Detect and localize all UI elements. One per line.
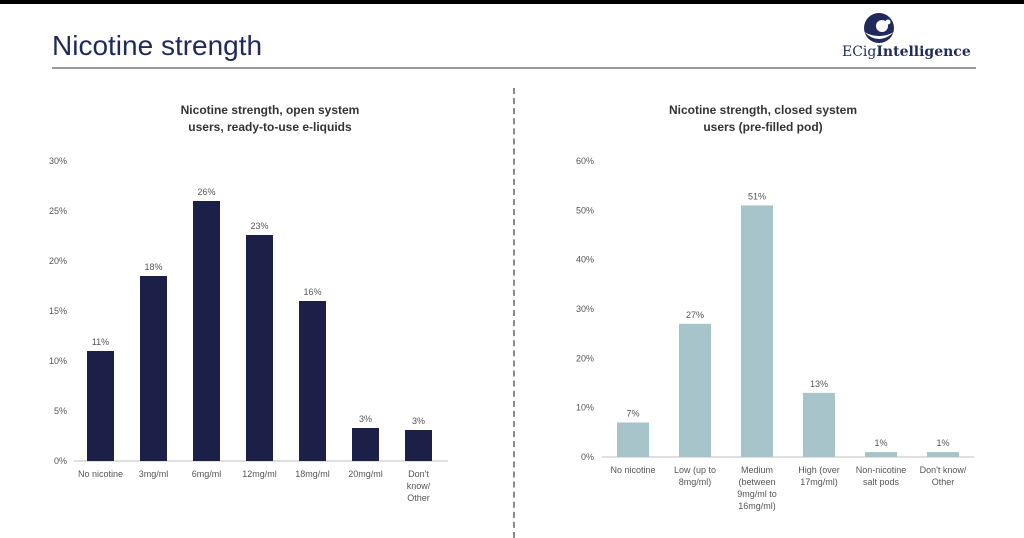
- bar: [352, 428, 379, 461]
- chart-title-line: users (pre-filled pod): [703, 120, 823, 134]
- data-label: 1%: [874, 438, 887, 448]
- y-tick-label: 50%: [576, 205, 594, 215]
- data-label: 1%: [936, 438, 949, 448]
- logo-wordmark: ECigIntelligence: [842, 44, 982, 60]
- data-label: 26%: [197, 187, 215, 197]
- data-label: 23%: [250, 221, 268, 231]
- bar: [803, 392, 835, 457]
- y-tick-label: 20%: [576, 353, 594, 363]
- bar: [617, 422, 649, 457]
- y-tick-label: 15%: [49, 306, 67, 316]
- data-label: 3%: [412, 416, 425, 426]
- data-label: 7%: [626, 408, 639, 418]
- data-label: 3%: [359, 414, 372, 424]
- y-tick-label: 10%: [49, 356, 67, 366]
- y-tick-label: 25%: [49, 206, 67, 216]
- y-tick-label: 30%: [576, 304, 594, 314]
- category-label: 9mg/ml to: [737, 489, 777, 499]
- category-label: Other: [932, 477, 955, 487]
- logo-text-bold: Intelligence: [876, 44, 971, 60]
- logo-emblem-icon: [864, 13, 894, 43]
- data-label: 16%: [303, 287, 321, 297]
- category-label: 20mg/ml: [348, 469, 383, 479]
- data-label: 13%: [810, 379, 828, 389]
- chart-title-line: users, ready-to-use e-liquids: [188, 120, 352, 134]
- top-border: [0, 0, 1024, 4]
- data-label: 18%: [144, 262, 162, 272]
- bar: [299, 301, 326, 461]
- bar: [405, 430, 432, 461]
- category-label: Low (up to: [674, 465, 716, 475]
- bar: [679, 323, 711, 457]
- category-label: Don't know/: [920, 465, 967, 475]
- category-label: 17mg/ml): [800, 477, 838, 487]
- bar: [140, 276, 167, 461]
- y-tick-label: 20%: [49, 256, 67, 266]
- category-label: 12mg/ml: [242, 469, 277, 479]
- logo-text-regular: ECig: [842, 44, 877, 60]
- category-label: No nicotine: [610, 465, 655, 475]
- bar: [865, 452, 897, 457]
- category-label: 8mg/ml): [679, 477, 712, 487]
- y-tick-label: 30%: [49, 156, 67, 166]
- chart-title-line: Nicotine strength, open system: [180, 103, 360, 117]
- category-label: (between: [738, 477, 775, 487]
- page-title: Nicotine strength: [52, 30, 263, 61]
- bar: [193, 201, 220, 461]
- category-label: 16mg/ml): [738, 501, 776, 511]
- bar: [246, 235, 273, 461]
- category-label: Medium: [741, 465, 773, 475]
- category-label: salt pods: [863, 477, 900, 487]
- category-label: Don't: [408, 469, 429, 479]
- y-tick-label: 40%: [576, 255, 594, 265]
- category-label: No nicotine: [78, 469, 123, 479]
- category-label: know/: [407, 481, 431, 491]
- title-rule: [52, 67, 976, 69]
- category-label: Other: [407, 493, 430, 503]
- category-label: High (over: [798, 465, 840, 475]
- chart-title-line: Nicotine strength, closed system: [668, 103, 858, 117]
- category-label: 18mg/ml: [295, 469, 330, 479]
- data-label: 51%: [748, 191, 766, 201]
- bar: [87, 351, 114, 461]
- y-tick-label: 0%: [581, 452, 594, 462]
- category-label: Non-nicotine: [856, 465, 907, 475]
- data-label: 11%: [92, 337, 109, 347]
- y-tick-label: 5%: [54, 406, 67, 416]
- closed-system-chart-title: Nicotine strength, closed system users (…: [603, 102, 923, 136]
- ecig-intelligence-logo: ECigIntelligence: [842, 13, 982, 64]
- data-label: 27%: [686, 310, 704, 320]
- y-tick-label: 10%: [576, 403, 594, 413]
- category-label: 3mg/ml: [139, 469, 169, 479]
- open-system-chart-title: Nicotine strength, open system users, re…: [110, 102, 430, 136]
- bar: [741, 205, 773, 457]
- bar: [927, 452, 959, 457]
- y-tick-label: 0%: [54, 456, 67, 466]
- chart-divider: [513, 88, 515, 538]
- category-label: 6mg/ml: [192, 469, 222, 479]
- y-tick-label: 60%: [576, 156, 594, 166]
